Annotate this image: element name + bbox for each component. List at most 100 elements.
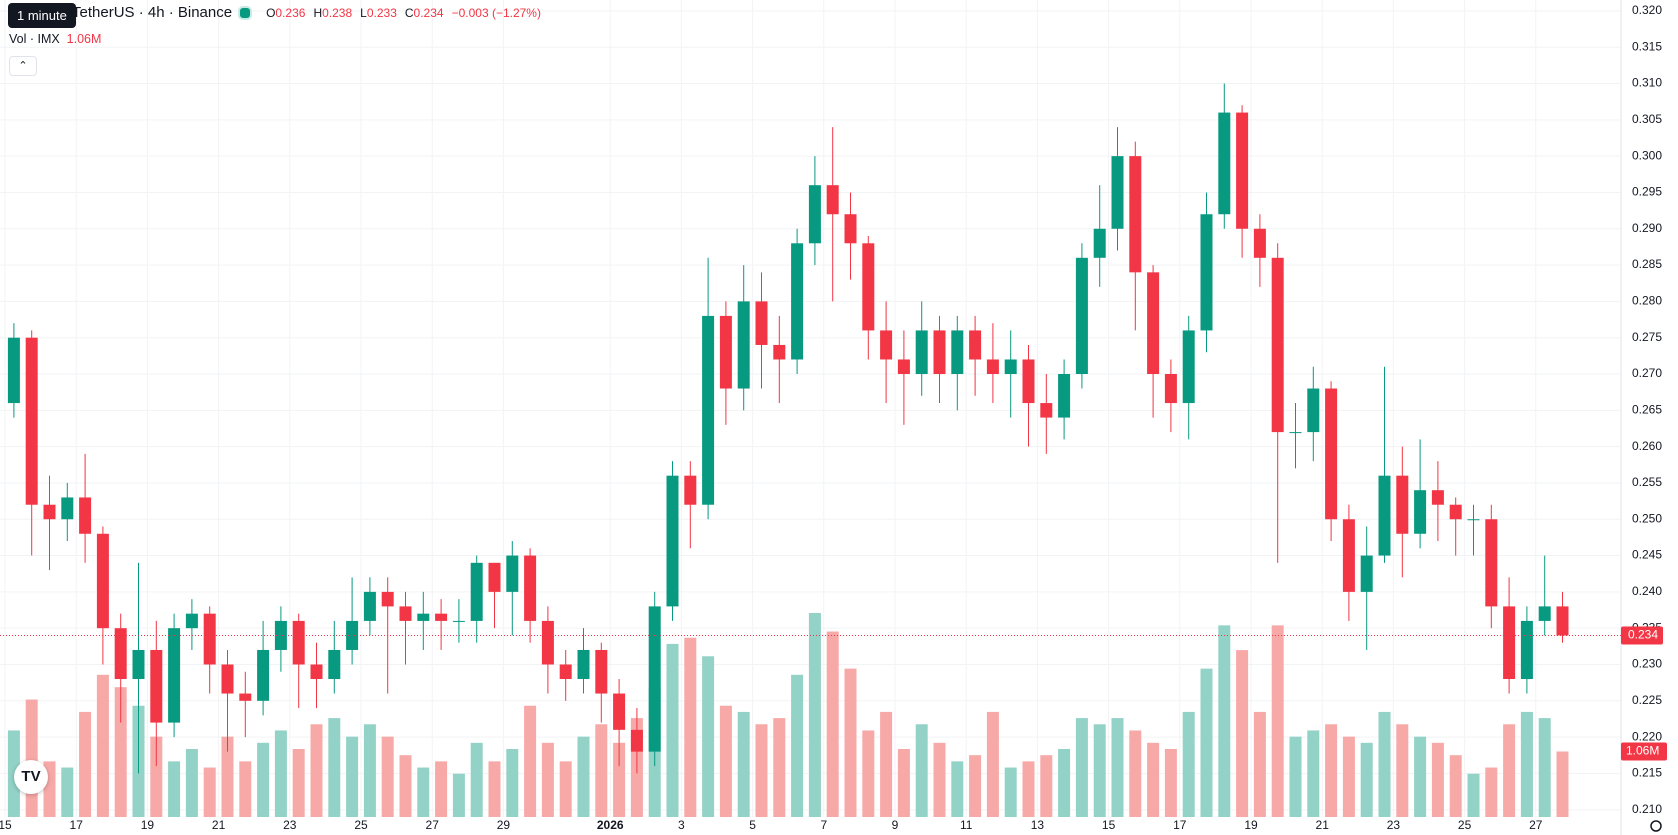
volume-bar: [1431, 742, 1444, 817]
volume-bar: [203, 767, 216, 817]
candle-body: [1414, 490, 1427, 534]
volume-value: 1.06M: [66, 32, 102, 46]
y-tick-label: 0.265: [1632, 402, 1662, 416]
candle-body: [1360, 555, 1373, 592]
candle-body: [61, 497, 74, 520]
x-tick-label: 7: [820, 818, 827, 832]
candle-body: [648, 606, 661, 752]
volume-bar: [897, 749, 910, 817]
y-tick-label: 0.305: [1632, 112, 1662, 126]
x-tick-label: 2026: [597, 818, 624, 832]
volume-bar: [862, 730, 875, 817]
candle-body: [666, 475, 679, 607]
volume-bar: [399, 755, 412, 817]
volume-bar: [719, 705, 732, 817]
x-tick-label: 23: [1387, 818, 1401, 832]
y-tick-label: 0.215: [1632, 766, 1662, 780]
collapse-button[interactable]: ⌃: [9, 56, 37, 76]
candle-body: [1218, 112, 1231, 215]
y-tick-label: 0.230: [1632, 657, 1662, 671]
volume-bar: [737, 711, 750, 817]
candle-body: [1289, 432, 1302, 434]
candle-body: [168, 628, 181, 723]
volume-bar: [1236, 650, 1249, 817]
ohlc-value: 0.233: [366, 5, 397, 20]
candle-body: [613, 693, 626, 730]
candle-body: [1093, 228, 1106, 258]
volume-bar: [1004, 767, 1017, 817]
ohlc-value: 0.238: [322, 5, 353, 20]
y-tick-label: 0.225: [1632, 693, 1662, 707]
volume-bar: [292, 749, 305, 817]
x-tick-label: 23: [283, 818, 297, 832]
ohlc-label: C: [404, 5, 414, 20]
ohlc-label: H: [313, 5, 323, 20]
volume-bar: [524, 705, 537, 817]
volume-bar: [1058, 749, 1071, 817]
candle-body: [1556, 606, 1569, 636]
volume-bar: [346, 736, 359, 817]
candle-body: [150, 649, 163, 723]
candle-body: [684, 475, 697, 505]
volume-bar: [1342, 736, 1355, 817]
volume-bar: [844, 668, 857, 817]
symbol-title[interactable]: TetherUS · 4h · Binance: [72, 4, 233, 21]
candle-body: [719, 315, 732, 389]
settings-icon: [1650, 820, 1662, 832]
volume-bar: [613, 742, 626, 817]
volume-bar: [1325, 724, 1338, 817]
volume-bar: [915, 724, 928, 817]
volume-bar: [1147, 742, 1160, 817]
candle-body: [310, 664, 323, 680]
candle-body: [96, 533, 109, 629]
y-tick-label: 0.255: [1632, 475, 1662, 489]
volume-bar: [1414, 736, 1427, 817]
x-tick-label: 17: [70, 818, 84, 832]
candle-body: [43, 504, 56, 520]
volume-bar: [595, 724, 608, 817]
y-tick-label: 0.270: [1632, 366, 1662, 380]
x-tick-label: 5: [749, 818, 756, 832]
candle-body: [363, 591, 376, 621]
candle-body: [844, 214, 857, 244]
volume-bar: [61, 767, 74, 817]
volume-bar: [880, 711, 893, 817]
y-tick-label: 0.315: [1632, 39, 1662, 53]
volume-bar: [150, 736, 163, 817]
change: −0.003 (−1.27%): [451, 5, 541, 20]
volume-bar: [1307, 730, 1320, 817]
volume-bar: [1111, 718, 1124, 817]
y-tick-label: 0.220: [1632, 729, 1662, 743]
volume-bar: [559, 761, 572, 817]
x-tick-label: 15: [1102, 818, 1116, 832]
candle-body: [1129, 156, 1142, 273]
volume-bar: [986, 711, 999, 817]
tv-logo[interactable]: TV: [14, 760, 48, 794]
candle-body: [185, 613, 198, 629]
y-tick-label: 0.285: [1632, 257, 1662, 271]
volume-bar: [1396, 724, 1409, 817]
candle-body: [346, 620, 359, 650]
volume-bar: [25, 699, 38, 817]
y-tick-label: 0.310: [1632, 76, 1662, 90]
volume-bar: [1164, 749, 1177, 817]
ohlc-value: 0.236: [275, 5, 306, 20]
candle-body: [1396, 475, 1409, 534]
tooltip: 1 minute: [8, 3, 76, 28]
candle-body: [79, 497, 92, 534]
candle-body: [452, 620, 465, 622]
volume-bar: [684, 637, 697, 817]
candle-body: [1040, 403, 1053, 418]
volume-bar: [363, 724, 376, 817]
ohlc-item: H0.238: [313, 6, 352, 20]
y-tick-label: 0.240: [1632, 584, 1662, 598]
volume-bar: [702, 656, 715, 817]
volume-bar: [274, 730, 287, 817]
volume-bar: [1360, 742, 1373, 817]
x-tick-label: 27: [426, 818, 440, 832]
volume-name: Vol · IMX: [9, 32, 60, 46]
x-tick-label: 21: [212, 818, 226, 832]
volume-bar: [185, 749, 198, 817]
x-tick-label: 25: [1458, 818, 1472, 832]
volume-bar: [1449, 755, 1462, 817]
